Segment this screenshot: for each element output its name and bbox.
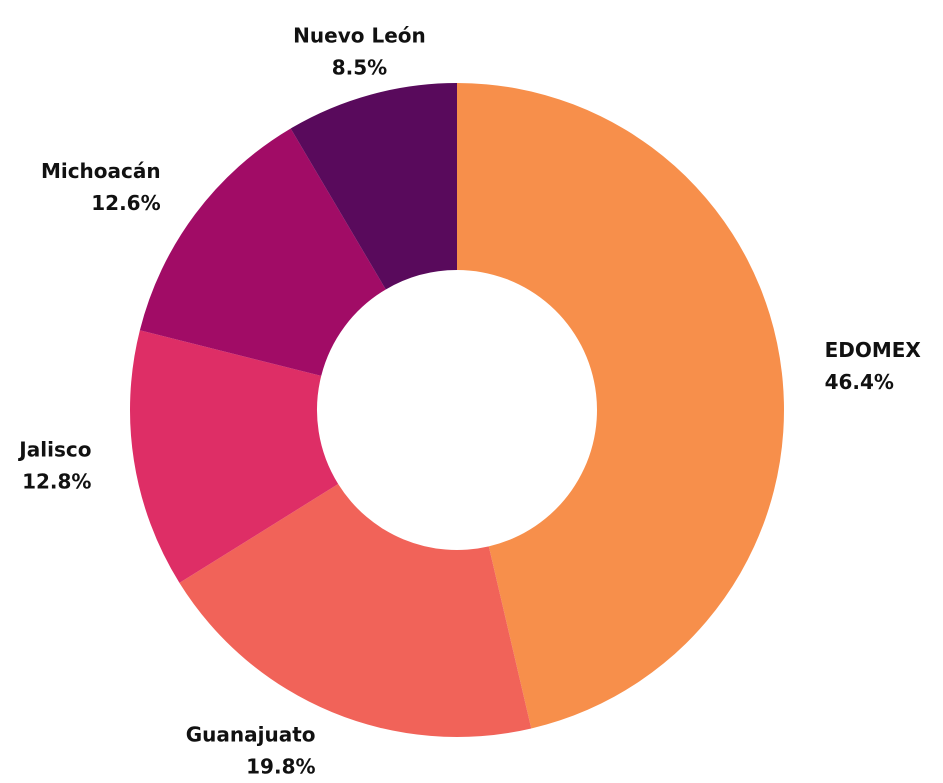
slice-value-label: 8.5% (332, 56, 387, 80)
slice-label: Jalisco (17, 438, 91, 462)
donut-slice (139, 128, 386, 376)
slice-label: Guanajuato (186, 722, 316, 746)
slice-value-label: 46.4% (825, 370, 894, 394)
donut-slice (290, 83, 457, 290)
slice-value-label: 12.8% (22, 470, 91, 494)
slice-value-label: 12.6% (91, 191, 160, 215)
slice-value-label: 19.8% (246, 754, 315, 778)
slice-label: EDOMEX (825, 338, 922, 362)
donut-slice (457, 83, 785, 729)
slice-label: Michoacán (41, 159, 161, 183)
donut-slice (179, 484, 532, 737)
slice-label: Nuevo León (293, 24, 426, 48)
donut-slice (129, 330, 339, 583)
